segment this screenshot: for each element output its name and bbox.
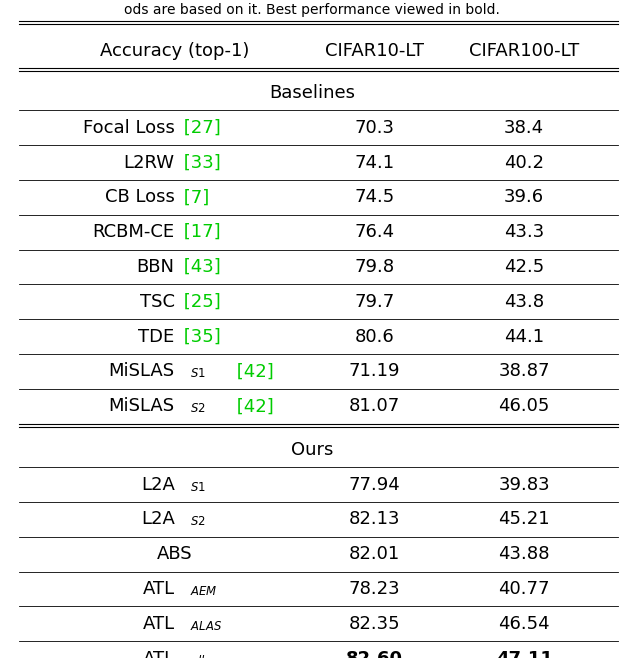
Text: L2A: L2A [141,511,175,528]
Text: [27]: [27] [178,119,221,137]
Text: L2RW: L2RW [124,153,175,172]
Text: 77.94: 77.94 [349,476,400,494]
Text: TDE: TDE [139,328,175,345]
Text: $_{S2}$: $_{S2}$ [190,397,206,415]
Text: $_{all}$: $_{all}$ [190,649,206,658]
Text: 43.88: 43.88 [499,545,550,563]
Text: 39.6: 39.6 [504,188,544,207]
Text: ABS: ABS [157,545,193,563]
Text: [42]: [42] [231,397,274,415]
Text: 38.4: 38.4 [504,119,544,137]
Text: 38.87: 38.87 [499,363,550,380]
Text: [17]: [17] [178,223,220,241]
Text: 43.3: 43.3 [504,223,544,241]
Text: 82.13: 82.13 [349,511,400,528]
Text: [42]: [42] [231,363,274,380]
Text: 47.11: 47.11 [495,649,553,658]
Text: [7]: [7] [178,188,209,207]
Text: ods are based on it. Best performance viewed in bold.: ods are based on it. Best performance vi… [124,3,500,17]
Text: RCBM-CE: RCBM-CE [92,223,175,241]
Text: CB Loss: CB Loss [105,188,175,207]
Text: 74.5: 74.5 [354,188,394,207]
Text: 40.77: 40.77 [499,580,550,598]
Text: 82.60: 82.60 [346,649,403,658]
Text: CIFAR100-LT: CIFAR100-LT [469,42,579,60]
Text: $_{S1}$: $_{S1}$ [190,476,207,494]
Text: L2A: L2A [141,476,175,494]
Text: 79.7: 79.7 [354,293,394,311]
Text: 70.3: 70.3 [354,119,394,137]
Text: 74.1: 74.1 [354,153,394,172]
Text: $_{S1}$: $_{S1}$ [190,363,207,380]
Text: 71.19: 71.19 [349,363,400,380]
Text: $_{S2}$: $_{S2}$ [190,511,206,528]
Text: 44.1: 44.1 [504,328,544,345]
Text: 39.83: 39.83 [499,476,550,494]
Text: 43.8: 43.8 [504,293,544,311]
Text: MiSLAS: MiSLAS [109,363,175,380]
Text: 78.23: 78.23 [349,580,400,598]
Text: Ours: Ours [291,441,333,459]
Text: 46.05: 46.05 [499,397,550,415]
Text: Baselines: Baselines [269,84,355,102]
Text: CIFAR10-LT: CIFAR10-LT [325,42,424,60]
Text: 79.8: 79.8 [354,258,394,276]
Text: 81.07: 81.07 [349,397,400,415]
Text: 82.35: 82.35 [349,615,400,633]
Text: 46.54: 46.54 [499,615,550,633]
Text: $_{ALAS}$: $_{ALAS}$ [190,615,222,633]
Text: [25]: [25] [178,293,221,311]
Text: [33]: [33] [178,153,221,172]
Text: MiSLAS: MiSLAS [109,397,175,415]
Text: ATL: ATL [143,649,175,658]
Text: TSC: TSC [140,293,175,311]
Text: ATL: ATL [143,580,175,598]
Text: Accuracy (top-1): Accuracy (top-1) [100,42,250,60]
Text: 45.21: 45.21 [499,511,550,528]
Text: 40.2: 40.2 [504,153,544,172]
Text: ATL: ATL [143,615,175,633]
Text: Focal Loss: Focal Loss [83,119,175,137]
Text: $_{AEM}$: $_{AEM}$ [190,580,218,598]
Text: [35]: [35] [178,328,221,345]
Text: 80.6: 80.6 [354,328,394,345]
Text: 76.4: 76.4 [354,223,394,241]
Text: [43]: [43] [178,258,221,276]
Text: 82.01: 82.01 [349,545,400,563]
Text: BBN: BBN [137,258,175,276]
Text: 42.5: 42.5 [504,258,544,276]
